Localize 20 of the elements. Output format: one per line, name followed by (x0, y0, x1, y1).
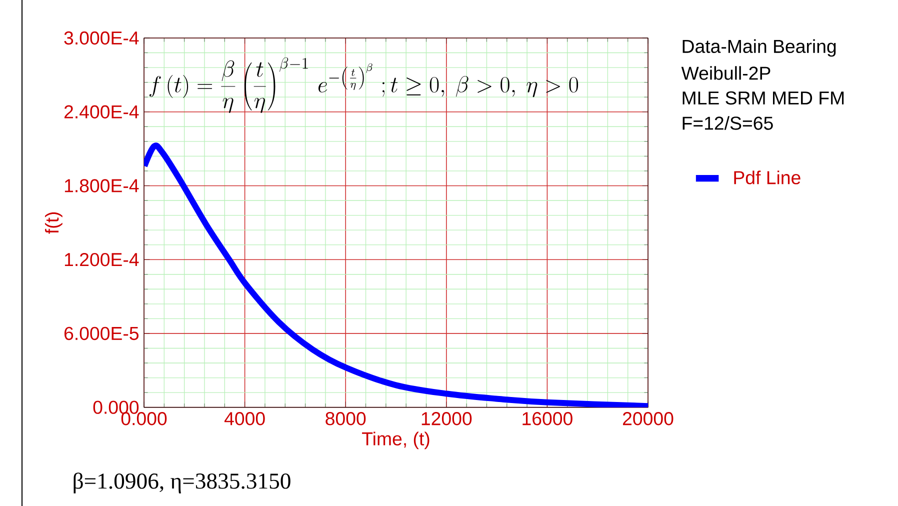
y-tick-label: 0.000 (93, 400, 139, 414)
y-tick-label: 2.400E-4 (64, 105, 139, 118)
legend-label: Pdf Line (734, 170, 800, 184)
text: Weibull-2P (681, 66, 770, 80)
x-tick-label: 0.000 (121, 412, 167, 426)
y-tick-label: 3.000E-4 (64, 31, 139, 45)
text: F=12/S=65 (682, 116, 773, 130)
y-tick-label: 6.000E-5 (64, 326, 139, 340)
x-tick-label: 4000 (224, 412, 265, 426)
x-tick-label: 12000 (422, 412, 472, 426)
x-tick-label: 16000 (522, 412, 572, 426)
x-tick-label: 8000 (326, 412, 366, 426)
text: Data-Main Bearing (682, 39, 836, 57)
y-tick-label: 1.200E-4 (64, 252, 139, 266)
y-axis-title: f(t) (44, 212, 62, 234)
y-tick-label: 1.800E-4 (64, 179, 139, 192)
text: MLE SRM MED FM (682, 91, 844, 105)
text: β=1.0906, η=3835.3150 (74, 472, 290, 494)
x-axis-title: Time, (t) (362, 432, 430, 450)
x-tick-label: 20000 (622, 412, 674, 426)
